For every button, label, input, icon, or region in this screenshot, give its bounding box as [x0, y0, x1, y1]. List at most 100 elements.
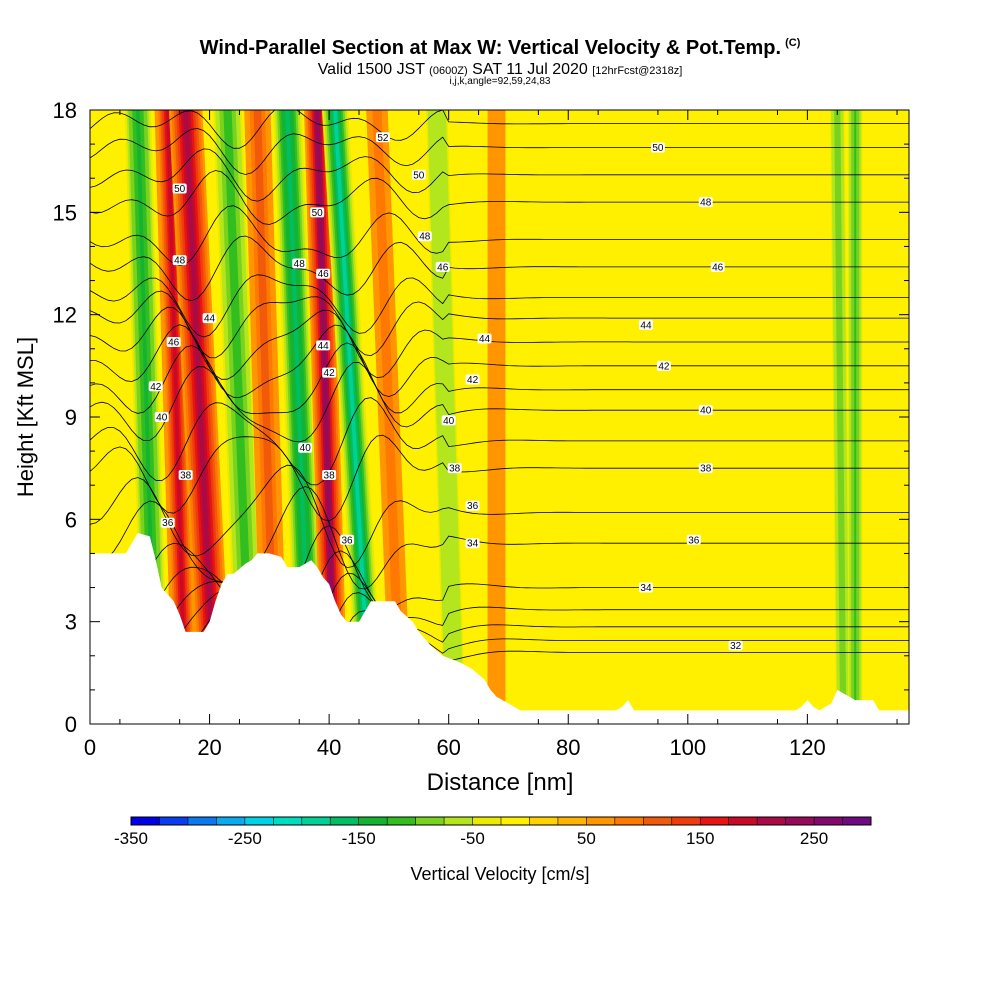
theta-contour-line: [90, 148, 909, 202]
contour-label-bg: [698, 197, 713, 208]
contour-label: 40: [441, 415, 456, 427]
theta-contour-line: [90, 274, 909, 338]
theta-contour-line: [90, 110, 909, 149]
contour-label: 42: [465, 374, 480, 386]
contour-label-bg: [698, 405, 713, 416]
theta-contour-line: [90, 128, 909, 175]
contour-label-bg: [638, 582, 653, 593]
contour-label: 44: [202, 313, 217, 325]
velocity-band: [830, 110, 851, 724]
colorbar-swatch: [671, 817, 701, 825]
contour-label: 36: [686, 534, 701, 546]
velocity-band-level: [854, 110, 857, 724]
contour-label-bg: [375, 132, 390, 143]
x-tick-label: 80: [556, 735, 580, 760]
colorbar-swatch: [330, 817, 360, 825]
contour-label: 38: [322, 469, 337, 481]
colorbar-swatch: [529, 817, 559, 825]
contour-label: 44: [477, 333, 492, 345]
colorbar-tick-label: 150: [686, 829, 714, 848]
contour-label-text: 40: [300, 443, 312, 454]
contour-label: 42: [148, 381, 163, 393]
y-tick-label: 18: [53, 98, 77, 123]
contour-label-bg: [172, 255, 187, 266]
contour-label-text: 46: [437, 262, 449, 273]
theta-contour-line: [90, 235, 909, 302]
theta-contour-line: [90, 324, 909, 398]
contour-label-text: 42: [150, 382, 162, 393]
colorbar-swatch: [273, 817, 303, 825]
y-tick-label: 12: [53, 303, 77, 328]
x-tick-label: 100: [669, 735, 706, 760]
colorbar-swatch: [187, 817, 217, 825]
chart-title-text: Wind-Parallel Section at Max W: Vertical…: [199, 37, 782, 59]
contour-label: 34: [465, 538, 480, 550]
chart-subtitle: Valid 1500 JST (0600Z) SAT 11 Jul 2020 […: [0, 61, 1000, 79]
forecast-info: [12hrFcst@2318z]: [592, 65, 683, 77]
contour-label-text: 34: [640, 583, 652, 594]
contour-label: 48: [172, 255, 187, 267]
velocity-band-level: [315, 110, 337, 724]
colorbar-swatch: [757, 817, 787, 825]
velocity-band-level: [836, 110, 845, 724]
contour-label-text: 36: [688, 535, 700, 546]
contour-label-bg: [340, 534, 355, 545]
contour-label: 44: [316, 340, 331, 352]
contour-label-text: 48: [419, 232, 431, 243]
colorbar-tick-label: 250: [800, 829, 828, 848]
contour-label-text: 38: [449, 464, 461, 475]
colorbar-swatch: [244, 817, 274, 825]
valid-time-prefix: Valid 1500 JST: [317, 61, 425, 78]
contour-label-bg: [166, 336, 181, 347]
contour-label-text: 38: [180, 470, 192, 481]
contour-label-bg: [656, 360, 671, 371]
x-tick-label: 40: [317, 735, 341, 760]
contour-label-text: 42: [658, 361, 670, 372]
contour-label: 42: [656, 360, 671, 372]
contour-label: 42: [322, 367, 337, 379]
contour-label-bg: [465, 374, 480, 385]
colorbar-tick-label: -350: [114, 829, 148, 848]
x-tick-label: 20: [197, 735, 221, 760]
valid-date: SAT 11 Jul 2020: [472, 61, 588, 78]
contour-label-bg: [316, 268, 331, 279]
colorbar-swatch: [444, 817, 474, 825]
contour-label-bg: [465, 538, 480, 549]
contour-label: 48: [292, 258, 307, 270]
contour-label-text: 34: [467, 539, 479, 550]
y-tick-label: 0: [65, 712, 77, 737]
colorbar-swatch: [501, 817, 530, 825]
y-tick-label: 9: [65, 405, 77, 430]
contour-label-bg: [447, 463, 462, 474]
plot-area: 50 48 46 44 42 40 38 36 34 32 52 50 48 46 44 42 40 38 36 34…: [90, 110, 909, 724]
colorbar-swatch: [728, 817, 758, 825]
valid-time-utc: (0600Z): [429, 65, 468, 77]
x-tick-label: 60: [436, 735, 460, 760]
grid-indices: i,j,k,angle=92,59,24,83: [449, 76, 551, 87]
contour-label-bg: [298, 442, 313, 453]
x-tick-label: 120: [789, 735, 826, 760]
contour-label-text: 32: [730, 641, 742, 652]
colorbar-swatch: [614, 817, 644, 825]
contour-label-text: 44: [479, 334, 491, 345]
velocity-band-level: [183, 110, 218, 724]
theta-contour-line: [90, 306, 909, 380]
theta-contour-line: [90, 342, 909, 415]
contour-label-bg: [441, 415, 456, 426]
theta-contour-line: [90, 397, 909, 486]
colorbar-swatch: [557, 817, 587, 825]
contour-label-bg: [686, 534, 701, 545]
contour-label-bg: [148, 381, 163, 392]
theta-contours: [90, 110, 909, 719]
terrain-mask: [90, 533, 909, 724]
chart-title: Wind-Parallel Section at Max W: Vertical…: [0, 37, 1000, 60]
contour-label-bg: [477, 333, 492, 344]
contour-label-bg: [650, 142, 665, 153]
velocity-band: [487, 110, 506, 724]
contour-label: 46: [710, 261, 725, 273]
contour-label-text: 40: [700, 406, 712, 417]
colorbar-swatch: [700, 817, 730, 825]
contour-label-text: 50: [413, 170, 425, 181]
